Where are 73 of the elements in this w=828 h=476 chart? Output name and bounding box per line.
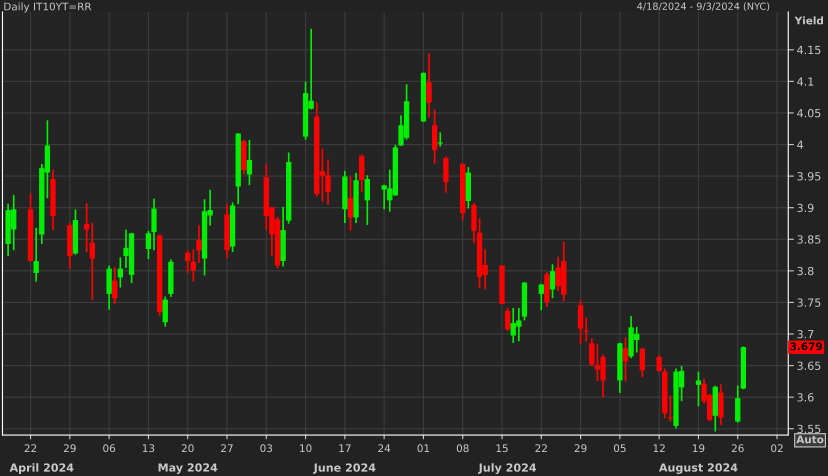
candlestick — [359, 154, 364, 192]
y-tick-label: 3.7 — [797, 330, 814, 338]
candlestick — [118, 257, 124, 288]
x-tick-label: 01 — [417, 444, 430, 452]
x2-tick-label: April 2024 — [10, 463, 74, 474]
x-tick-label: 27 — [221, 444, 233, 452]
x-tick-label: 15 — [496, 444, 508, 452]
x2-tick-label: August 2024 — [658, 463, 738, 474]
y-tick-label: 4.15 — [797, 46, 820, 54]
x-tick-label: 20 — [182, 444, 194, 452]
candlestick — [584, 317, 589, 342]
x-tick-label: 26 — [732, 444, 744, 452]
candlestick — [504, 308, 510, 332]
x-tick-label: 29 — [64, 444, 76, 452]
x2-tick-label: June 2024 — [313, 463, 376, 474]
candlestick — [162, 296, 168, 327]
candlestick — [146, 230, 152, 260]
candlestick — [33, 228, 39, 282]
x-tick-label: 22 — [24, 444, 36, 452]
x-tick-label: 05 — [614, 444, 626, 452]
candlestick — [246, 140, 252, 186]
candlestick — [426, 53, 432, 118]
y-tick-label: 3.8 — [797, 266, 814, 276]
x-tick-label: 03 — [260, 444, 272, 452]
x-tick-label: 13 — [142, 444, 154, 452]
candlestick — [196, 225, 202, 263]
candlestick — [151, 198, 157, 250]
candlestick — [640, 348, 645, 378]
x-tick-label: 08 — [456, 444, 469, 452]
chart-subtitle: 4/18/2024 - 9/3/2024 (NYC) — [637, 2, 770, 12]
chart-title: Daily IT10YT=RR — [4, 2, 92, 12]
x2-tick-label: July 2024 — [478, 463, 536, 474]
candlestick — [185, 250, 190, 273]
y-tick-label: 3.9 — [797, 204, 814, 212]
y-tick-label: 4.1 — [797, 77, 814, 86]
y-tick-label: 3.85 — [797, 235, 820, 244]
candlestick — [112, 266, 118, 304]
candlestick — [656, 355, 662, 372]
candlestick — [438, 132, 443, 147]
candlestick — [735, 386, 740, 423]
candlestick — [696, 372, 702, 406]
y-axis-title: Yield — [794, 16, 823, 24]
x2-tick-label: May 2024 — [158, 463, 218, 474]
y-tick-label: 3.55 — [797, 424, 820, 434]
candlestick — [538, 284, 544, 310]
x-tick-label: 06 — [103, 444, 116, 452]
candlestick — [443, 156, 449, 193]
x-tick-label: 17 — [339, 444, 351, 452]
candlestick — [364, 175, 370, 225]
candlestick — [668, 396, 674, 422]
y-tick-label: 3.75 — [797, 298, 820, 307]
y-tick-label: 4.05 — [797, 108, 820, 118]
candlestick — [622, 338, 628, 382]
x-tick-label: 10 — [300, 444, 312, 452]
x-tick-label: 02 — [771, 444, 783, 452]
text: 3.679 — [790, 342, 822, 350]
x-tick-label: 29 — [574, 444, 586, 452]
candlestick — [90, 222, 95, 300]
y-tick-label: 3.95 — [797, 172, 820, 180]
y-tick-label: 3.65 — [797, 362, 820, 370]
y-tick-label: 3.6 — [797, 393, 814, 402]
candlestick — [589, 338, 594, 366]
candlestick — [578, 300, 584, 344]
x-tick-label: 19 — [692, 444, 704, 452]
candlestick — [348, 176, 354, 231]
candlestick — [550, 264, 556, 298]
y-tick-label: 4 — [797, 140, 804, 149]
x-tick-label: 22 — [535, 444, 547, 452]
x-tick-label: 12 — [654, 444, 665, 452]
text: Auto — [796, 436, 824, 444]
x-tick-label: 24 — [378, 444, 390, 452]
candlestick — [84, 203, 90, 252]
candlestick — [190, 249, 196, 282]
